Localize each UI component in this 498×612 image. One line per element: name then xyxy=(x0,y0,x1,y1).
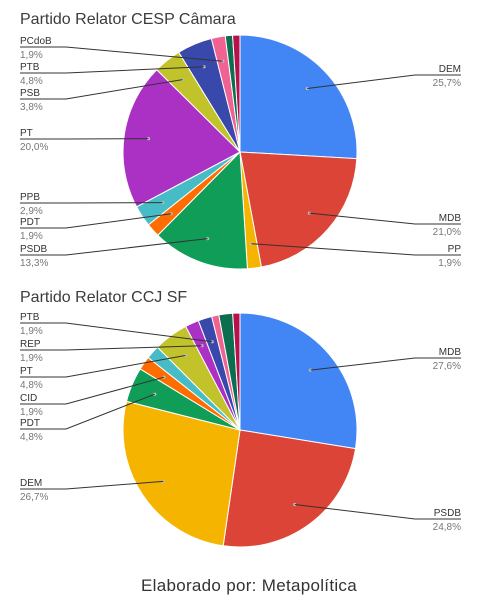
slice-value-pcdob: 1,9% xyxy=(20,50,43,61)
pie-slice-mdb xyxy=(239,151,358,268)
slice-value-ppb: 2,9% xyxy=(20,206,43,217)
slice-value-dem: 25,7% xyxy=(433,78,461,89)
leader-line-rep xyxy=(20,345,203,351)
slice-value-ptb: 1,9% xyxy=(20,326,43,337)
slice-label-dem: DEM xyxy=(439,64,461,75)
pie-chart-ccj-sf: Partido Relator CCJ SF MDB 27,6% PSDB 24,8%… xyxy=(20,289,461,548)
slice-value-psdb: 24,8% xyxy=(433,522,461,533)
leader-line-psb xyxy=(20,79,183,100)
slice-label-dem: DEM xyxy=(20,478,42,489)
pie-slice-other-11 xyxy=(232,34,241,153)
slice-label-pdt: PDT xyxy=(20,217,40,228)
slice-label-psdb: PSDB xyxy=(434,508,462,519)
pie-slice-other-11 xyxy=(232,312,241,431)
slice-label-ptb: PTB xyxy=(20,312,40,323)
slice-label-pdt: PDT xyxy=(20,418,40,429)
leader-dot-pp xyxy=(249,242,253,246)
slice-value-pt: 20,0% xyxy=(20,142,48,153)
chart-title-cesp-camara: Partido Relator CESP Câmara xyxy=(20,11,236,28)
leader-line-dem xyxy=(20,480,164,490)
slice-value-pt: 4,8% xyxy=(20,380,43,391)
pie-labels-cesp: DEM 25,7% MDB 21,0% PP 1,9% PSDB 13,3% PDT 1,9% PP… xyxy=(20,36,461,269)
pie-slice-dem xyxy=(239,34,358,160)
chart-title-ccj-sf: Partido Relator CCJ SF xyxy=(20,289,187,306)
slice-label-pcdob: PCdoB xyxy=(20,36,52,47)
pie-chart-cesp-camara: Partido Relator CESP Câmara DEM 25,7% MDB 2… xyxy=(20,11,461,270)
credit-text: Elaborado por: Metapolítica xyxy=(140,576,357,595)
leader-line-pcdob xyxy=(20,46,223,62)
slice-value-pp: 1,9% xyxy=(438,258,461,269)
slice-label-psdb: PSDB xyxy=(20,244,48,255)
slice-value-rep: 1,9% xyxy=(20,353,43,364)
pie-slice-psdb xyxy=(222,429,357,548)
leader-line-ptb xyxy=(20,66,205,74)
leader-line-pt xyxy=(20,355,186,378)
leader-line-pp xyxy=(251,243,461,256)
slice-value-dem: 26,7% xyxy=(20,492,48,503)
pie-slices-cesp xyxy=(122,34,358,270)
slice-label-mdb: MDB xyxy=(439,347,462,358)
leader-line-psdb xyxy=(294,504,461,520)
leader-line-mdb xyxy=(309,212,461,225)
pie-slice-pt xyxy=(122,69,241,208)
slice-label-cid: CID xyxy=(20,393,37,404)
leader-line-dem xyxy=(307,74,461,89)
slice-value-mdb: 21,0% xyxy=(433,227,461,238)
slice-value-mdb: 27,6% xyxy=(433,361,461,372)
leader-line-pdt xyxy=(20,393,155,430)
pie-labels-ccj: MDB 27,6% PSDB 24,8% DEM 26,7% PDT 4,8% CID 1,9% P… xyxy=(20,312,461,533)
slice-label-ptb: PTB xyxy=(20,62,40,73)
pie-slice-psdb xyxy=(157,150,248,270)
slice-value-psb: 3,8% xyxy=(20,102,43,113)
slice-label-pp: PP xyxy=(448,244,462,255)
slice-value-pdt: 1,9% xyxy=(20,231,43,242)
leader-line-psdb xyxy=(20,238,208,256)
pie-slice-mdb xyxy=(239,312,358,450)
slice-value-ptb: 4,8% xyxy=(20,76,43,87)
slice-value-pdt: 4,8% xyxy=(20,432,43,443)
leader-line-cid xyxy=(20,376,165,405)
slice-label-pt: PT xyxy=(20,366,33,377)
pie-slices-ccj xyxy=(122,312,358,548)
pie-slice-dem xyxy=(122,400,241,547)
leader-line-pdt xyxy=(20,213,172,229)
leader-line-ptb xyxy=(20,322,213,343)
slice-label-pt: PT xyxy=(20,128,33,139)
slice-label-psb: PSB xyxy=(20,88,40,99)
slice-label-rep: REP xyxy=(20,339,41,350)
slice-value-cid: 1,9% xyxy=(20,407,43,418)
slice-label-mdb: MDB xyxy=(439,213,462,224)
leader-line-mdb xyxy=(310,357,461,371)
slice-label-ppb: PPB xyxy=(20,192,40,203)
slice-value-psdb: 13,3% xyxy=(20,258,48,269)
